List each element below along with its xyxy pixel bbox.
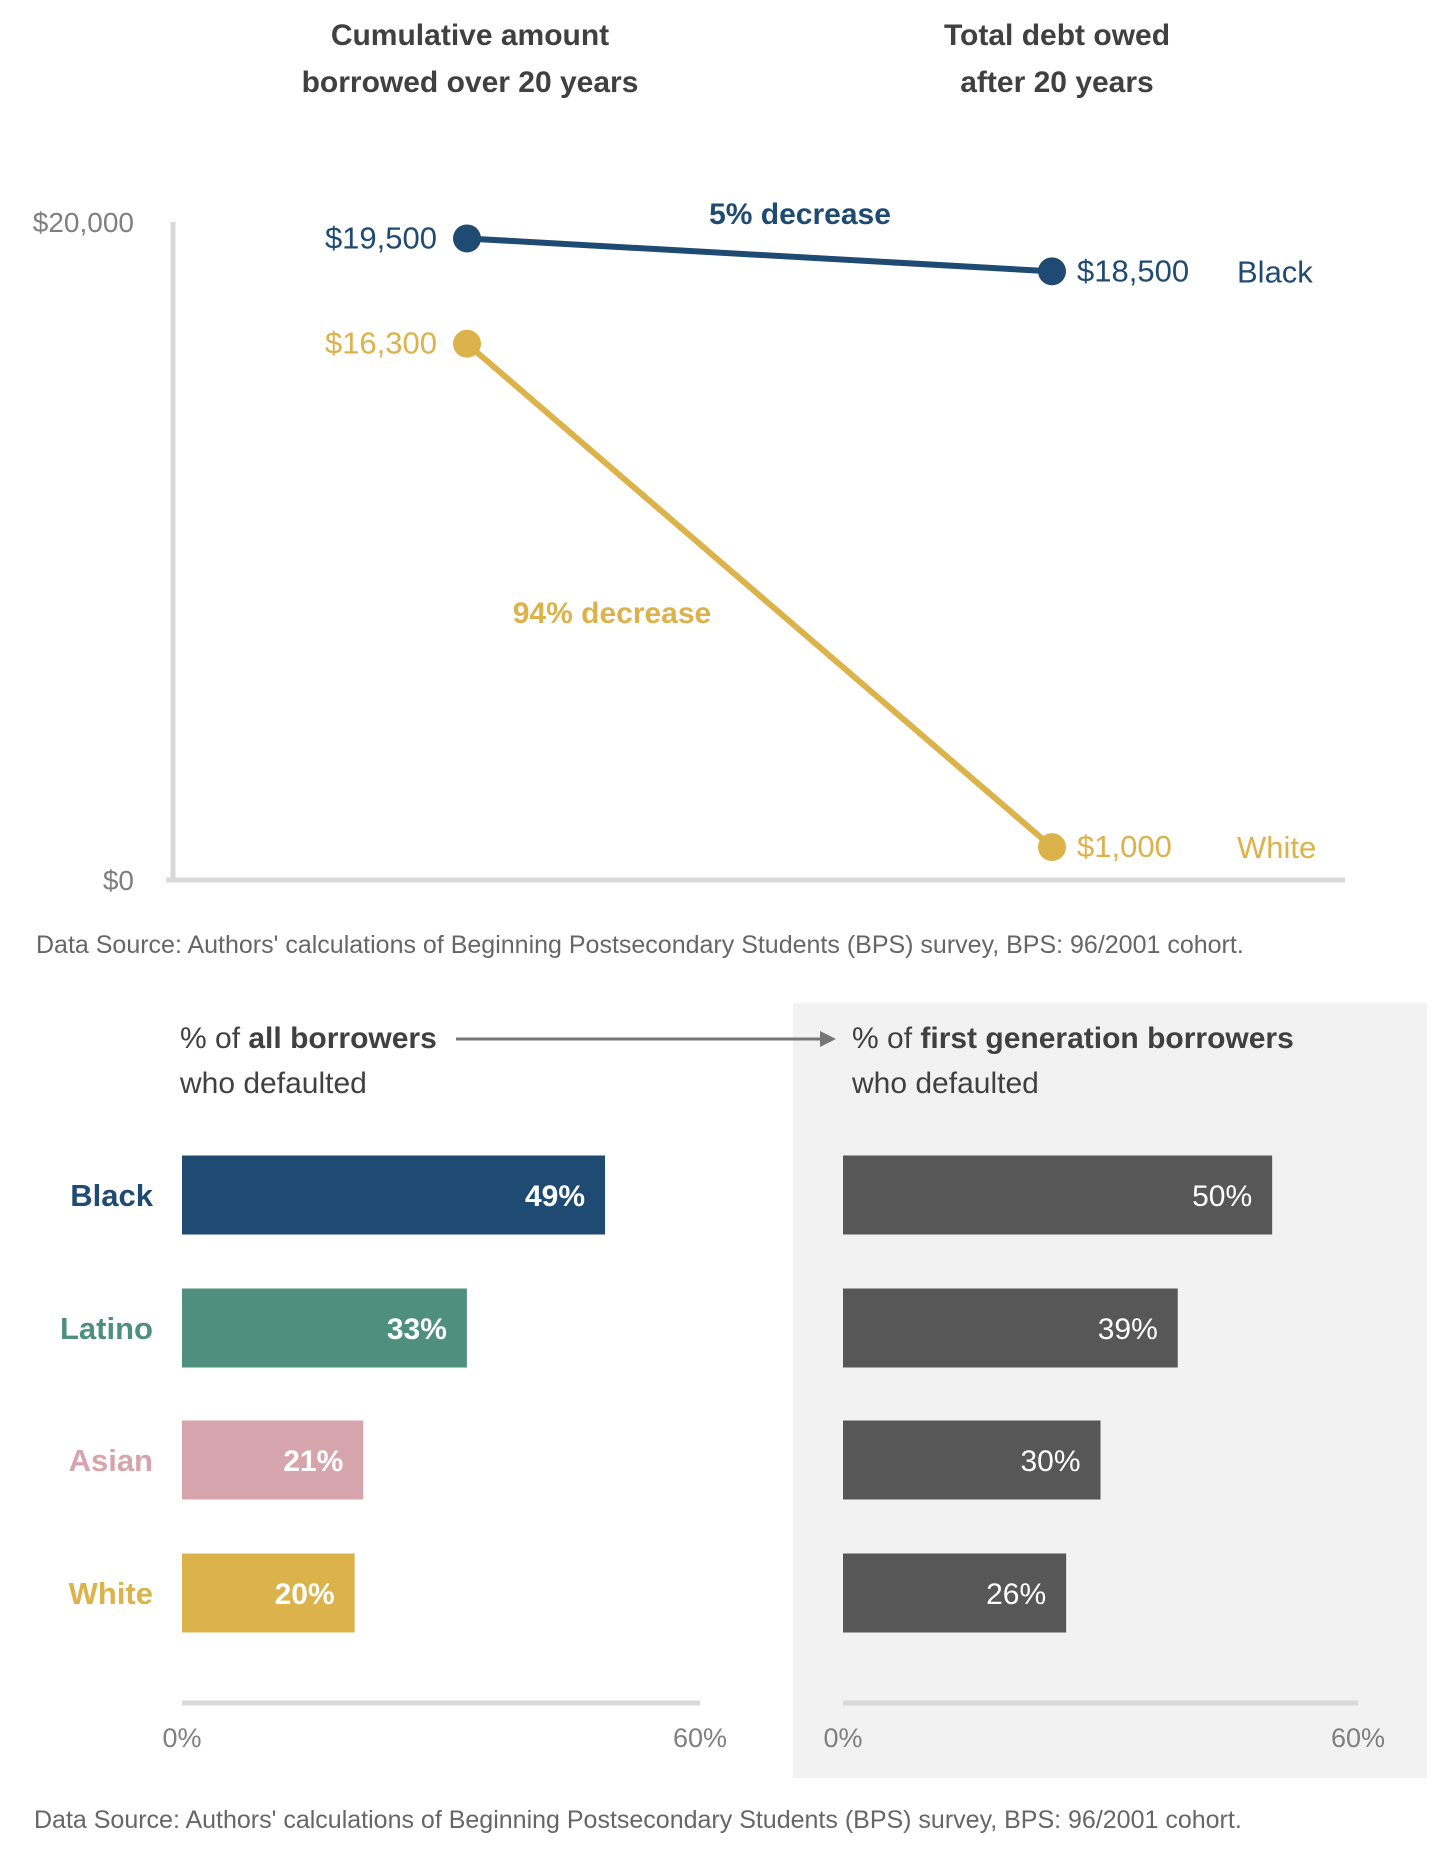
all-borrowers-value-label-black: 49% <box>525 1180 585 1213</box>
black-start-label: $19,500 <box>325 220 437 255</box>
all-borrowers-bar-latino <box>182 1288 467 1368</box>
all-borrowers-title-line1: % of all borrowers <box>180 1022 437 1055</box>
first-gen-panel-background <box>793 1003 1427 1778</box>
first-gen-bar-chart: 50% 39% 30% 26% 0% 60% <box>823 1155 1385 1753</box>
all-borrowers-value-label-asian: 21% <box>283 1445 343 1478</box>
first-gen-title-line2: who defaulted <box>851 1067 1039 1100</box>
black-point-start <box>453 224 481 253</box>
category-label-white: White <box>69 1576 153 1611</box>
all-borrowers-x-tick-min: 0% <box>162 1723 201 1753</box>
left-column-header-line2: borrowed over 20 years <box>302 66 639 99</box>
first-gen-bar-black <box>843 1155 1273 1235</box>
first-gen-title-line1: % of first generation borrowers <box>852 1022 1294 1055</box>
all-borrowers-bar-black <box>182 1155 606 1235</box>
black-end-label: $18,500 <box>1077 253 1189 288</box>
category-label-black: Black <box>70 1178 153 1213</box>
first-gen-title-prefix: % of <box>852 1022 920 1055</box>
all-borrowers-title-line2: who defaulted <box>179 1067 367 1100</box>
black-change-annotation: 5% decrease <box>709 198 891 231</box>
all-borrowers-x-tick-max: 60% <box>673 1723 727 1753</box>
left-column-header-line1: Cumulative amount <box>331 19 609 52</box>
y-tick-label-max: $20,000 <box>33 207 134 238</box>
data-source-bottom: Data Source: Authors' calculations of Be… <box>34 1806 1242 1834</box>
first-gen-value-label-black: 50% <box>1192 1180 1252 1213</box>
all-borrowers-title-emphasis: all borrowers <box>248 1022 436 1055</box>
category-label-latino: Latino <box>60 1311 153 1346</box>
white-change-annotation: 94% decrease <box>513 597 712 630</box>
black-series-name: Black <box>1237 254 1313 289</box>
first-gen-bar-white <box>843 1553 1067 1633</box>
right-column-header-line1: Total debt owed <box>944 19 1170 52</box>
first-gen-value-label-latino: 39% <box>1098 1313 1158 1346</box>
all-borrowers-value-label-latino: 33% <box>387 1313 447 1346</box>
first-gen-x-tick-max: 60% <box>1331 1723 1385 1753</box>
white-point-end <box>1038 833 1066 862</box>
all-borrowers-bar-asian <box>182 1420 364 1500</box>
right-column-header-line2: after 20 years <box>960 66 1153 99</box>
all-borrowers-bar-chart: 49% Black 33% Latino 21% Asian 20% White 0% 60% <box>60 1155 727 1753</box>
white-start-label: $16,300 <box>325 326 437 361</box>
all-borrowers-title-prefix: % of <box>180 1022 248 1055</box>
first-gen-bar-asian <box>843 1420 1101 1500</box>
first-gen-value-label-white: 26% <box>986 1578 1046 1611</box>
white-series-name: White <box>1237 830 1316 865</box>
first-gen-title-emphasis: first generation borrowers <box>920 1022 1293 1055</box>
slope-chart: Cumulative amount borrowed over 20 years… <box>33 19 1345 896</box>
y-tick-label-min: $0 <box>103 865 134 896</box>
data-source-top: Data Source: Authors' calculations of Be… <box>36 931 1244 959</box>
all-borrowers-bar-white <box>182 1553 355 1633</box>
first-gen-value-label-asian: 30% <box>1020 1445 1080 1478</box>
all-borrowers-value-label-white: 20% <box>275 1578 335 1611</box>
white-series-line <box>465 341 1054 850</box>
white-end-label: $1,000 <box>1077 829 1172 864</box>
category-label-asian: Asian <box>69 1443 153 1478</box>
first-gen-bar-latino <box>843 1288 1178 1368</box>
black-point-end <box>1038 257 1066 286</box>
first-gen-x-tick-min: 0% <box>823 1723 862 1753</box>
arrow-right-icon <box>820 1031 836 1047</box>
black-series-line <box>466 235 1053 275</box>
white-point-start <box>453 329 481 358</box>
